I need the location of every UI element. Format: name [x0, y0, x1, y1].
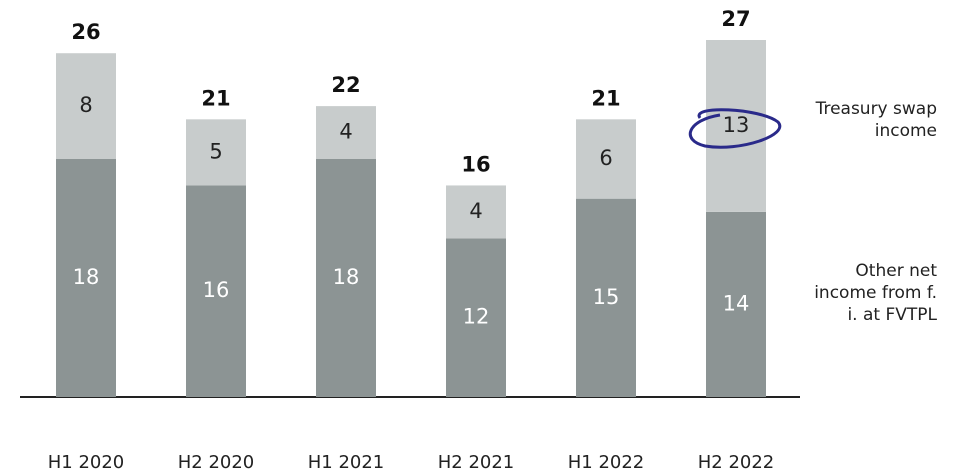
value-label: 12 [463, 305, 490, 329]
bar-segment [186, 119, 246, 186]
x-tick-label: H1 2021 [308, 452, 385, 473]
value-label: 15 [593, 285, 620, 309]
total-label: 26 [71, 20, 100, 44]
value-label: 6 [599, 146, 612, 170]
total-label: 21 [201, 86, 230, 110]
bar-segment [316, 159, 376, 397]
bar-segment [446, 185, 506, 239]
total-label: 21 [591, 86, 620, 110]
value-label: 13 [723, 113, 750, 137]
value-label: 18 [73, 265, 100, 289]
x-tick-label: H1 2022 [568, 452, 645, 473]
value-label: 4 [469, 199, 482, 223]
annotation-circle [688, 108, 782, 149]
x-tick-label: H2 2021 [438, 452, 515, 473]
value-label: 8 [79, 93, 92, 117]
bar-segment [706, 40, 766, 212]
value-label: 14 [723, 291, 750, 315]
x-tick-label: H2 2022 [698, 452, 775, 473]
bar-segment [706, 211, 766, 397]
legend-bottom: Other net income from f. i. at FVTPL [814, 261, 937, 325]
x-tick-label: H1 2020 [48, 452, 125, 473]
bar-segment [56, 159, 116, 397]
bar-segment [186, 185, 246, 397]
bar-segment [446, 238, 506, 397]
bar-segment [576, 119, 636, 199]
value-label: 16 [203, 278, 230, 302]
legend-top: Treasury swap income [815, 99, 937, 141]
bar-segment [316, 106, 376, 159]
total-label: 16 [461, 152, 490, 176]
value-label: 5 [209, 139, 222, 163]
bar-segment [56, 53, 116, 159]
total-label: 22 [331, 73, 360, 97]
bar-segment [576, 198, 636, 397]
total-label: 27 [721, 7, 750, 31]
value-label: 18 [333, 265, 360, 289]
x-tick-label: H2 2020 [178, 452, 255, 473]
value-label: 4 [339, 120, 352, 144]
